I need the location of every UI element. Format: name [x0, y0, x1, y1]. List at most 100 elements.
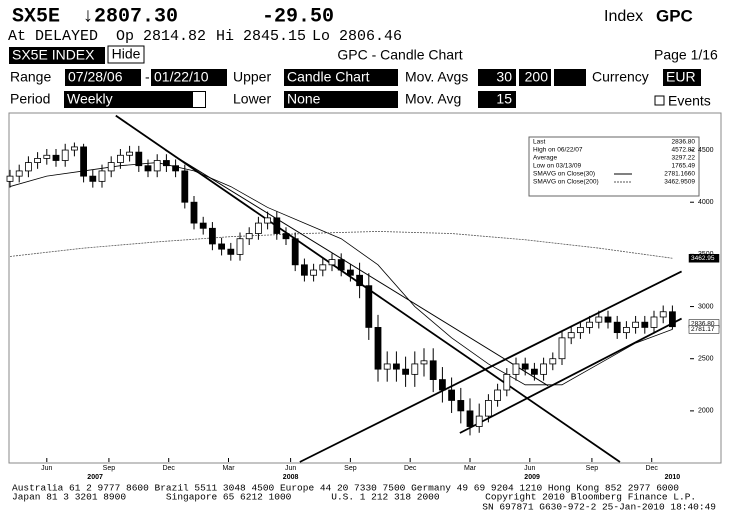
x-tick-label: Mar: [222, 465, 235, 472]
candle-body: [623, 327, 630, 334]
candle-body: [650, 316, 658, 328]
candle-body: [15, 170, 23, 177]
y-tick-label: 4000: [698, 199, 714, 206]
mov-avgs-label: Mov. Avgs: [405, 69, 468, 85]
candle-body: [512, 363, 520, 375]
candle-body: [567, 332, 575, 339]
events-checkbox[interactable]: [654, 95, 665, 106]
axis-tag: 3462.95: [691, 255, 715, 262]
y-tick-label: 2500: [698, 356, 714, 363]
candle-body: [484, 400, 492, 417]
upper-box[interactable]: [284, 69, 398, 86]
footer-line: SN 697871 G630-972-2 25-Jan-2010 18:40:4…: [482, 502, 716, 513]
candle-body: [227, 248, 235, 255]
security-box[interactable]: [9, 47, 105, 64]
mov-avg: 15: [496, 91, 512, 107]
candle-body: [586, 321, 593, 328]
candle-body: [392, 363, 400, 370]
chart-name: GPC - Candle Chart: [337, 47, 462, 63]
candle-body: [531, 368, 538, 375]
status: At DELAYED: [8, 28, 98, 45]
candle-body: [558, 337, 566, 360]
mov-avg-label: Mov. Avg: [405, 91, 461, 107]
candle-body: [521, 363, 529, 370]
candle-body: [429, 360, 437, 380]
candle-body: [254, 222, 262, 234]
candle-body: [218, 243, 226, 250]
candle-body: [282, 233, 290, 240]
page-number: Page 1/16: [654, 47, 718, 63]
x-tick-label: Sep: [344, 465, 357, 472]
candle-body: [503, 373, 511, 391]
candle-body: [494, 389, 502, 401]
security: SX5E INDEX: [12, 47, 95, 63]
year-label: 2008: [283, 474, 299, 481]
x-tick-label: Jun: [285, 465, 296, 472]
candle-body: [162, 160, 170, 167]
range-sep: -: [145, 69, 150, 85]
candle-body: [71, 146, 78, 151]
trendline: [164, 149, 549, 387]
ticker: SX5E: [12, 5, 60, 28]
footer-line: Japan 81 3 3201 8900 Singapore 65 6212 1…: [12, 492, 696, 503]
candle-body: [144, 165, 152, 172]
x-tick-label: Jun: [524, 465, 535, 472]
candle-body: [98, 170, 106, 182]
candle-body: [107, 162, 115, 172]
currency: EUR: [666, 69, 696, 85]
period: Weekly: [67, 91, 113, 107]
candle-body: [337, 259, 345, 271]
range-start-box[interactable]: [65, 69, 141, 86]
candle-body: [365, 285, 373, 328]
high: Hi 2845.15: [216, 28, 306, 45]
upper: Candle Chart: [287, 69, 370, 85]
hide-button[interactable]: [107, 45, 145, 64]
range-end-box[interactable]: [151, 69, 227, 86]
candle-body: [245, 233, 253, 240]
legend-label: SMAVG on Close(200): [533, 179, 599, 186]
legend-value: 4572.82: [672, 147, 696, 154]
lower-label: Lower: [233, 91, 271, 107]
trendline: [299, 270, 683, 463]
legend-label: High on 06/22/07: [533, 147, 583, 154]
candle-body: [208, 227, 216, 245]
function: GPC: [656, 6, 693, 25]
mov-avg-2-box[interactable]: [519, 69, 551, 86]
candle-body: [356, 274, 364, 287]
lower-box[interactable]: [284, 91, 398, 108]
mov-avg-1: 30: [496, 69, 512, 85]
candle-body: [659, 311, 667, 318]
legend-label: Average: [533, 155, 557, 162]
mov-avg-box[interactable]: [478, 91, 516, 108]
candle-body: [577, 327, 584, 334]
hide: Hide: [112, 46, 141, 62]
upper-label: Upper: [233, 69, 271, 85]
candle-body: [199, 222, 207, 229]
year-label: 2007: [87, 474, 103, 481]
trendline: [459, 317, 683, 434]
currency-box[interactable]: [663, 69, 701, 86]
price: ↓2807.30: [82, 5, 178, 28]
period-dropdown[interactable]: [193, 92, 205, 107]
range-start: 07/28/06: [68, 69, 123, 85]
x-tick-label: Sep: [103, 465, 116, 472]
candle-body: [604, 316, 612, 323]
mov-avg-3-box[interactable]: [554, 69, 586, 86]
candle-body: [632, 321, 639, 328]
legend-box: [528, 136, 700, 197]
mov-avg-1-box[interactable]: [478, 69, 516, 86]
period-box[interactable]: [64, 91, 206, 108]
legend-value: 3462.9509: [664, 179, 695, 186]
candle-body: [291, 238, 299, 266]
open: Op 2814.82: [116, 28, 206, 45]
legend-value: 3297.22: [672, 155, 696, 162]
lower: None: [287, 91, 321, 107]
year-label: 2009: [524, 474, 540, 481]
candle-body: [475, 415, 483, 427]
candle-body: [383, 363, 391, 370]
candle-body: [24, 162, 32, 172]
range-label: Range: [10, 69, 51, 85]
candle-body: [43, 154, 51, 159]
candle-body: [402, 368, 410, 375]
candle-body: [190, 201, 198, 224]
